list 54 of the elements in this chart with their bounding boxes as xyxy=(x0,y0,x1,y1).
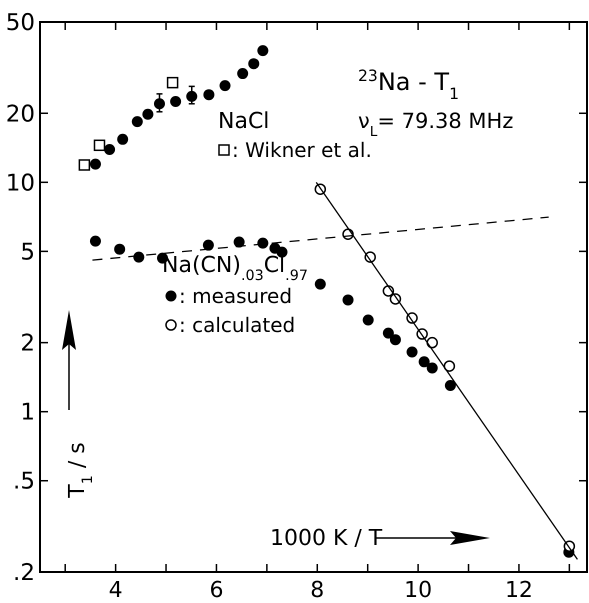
legend-item: : Wikner et al. xyxy=(218,138,372,162)
point xyxy=(90,236,101,247)
point xyxy=(90,158,101,170)
x-axis-title: 1000 K / T xyxy=(270,526,383,551)
y-tick-label: 20 xyxy=(6,101,35,128)
point xyxy=(444,380,456,392)
point xyxy=(382,328,394,339)
point xyxy=(94,140,106,152)
point xyxy=(362,314,374,326)
y-tick-label: .5 xyxy=(13,468,35,495)
annotation: ν$_{L}$= 79.38 MHz xyxy=(358,109,514,140)
point xyxy=(154,98,165,110)
point xyxy=(426,336,438,348)
point xyxy=(133,252,144,263)
point xyxy=(314,278,326,290)
point xyxy=(132,116,143,128)
point xyxy=(202,240,214,251)
legend-item: : measured xyxy=(166,284,292,308)
point xyxy=(390,334,401,346)
point xyxy=(114,244,126,255)
point xyxy=(418,356,430,368)
point xyxy=(170,96,182,108)
point xyxy=(234,236,245,248)
y-tick-label: 1 xyxy=(20,400,35,426)
x-tick-label: 6 xyxy=(209,578,224,603)
point xyxy=(78,159,90,171)
point xyxy=(117,134,128,145)
point xyxy=(257,45,268,56)
y-tick-label: 50 xyxy=(6,10,35,36)
point xyxy=(426,362,438,374)
x-tick-label: 8 xyxy=(310,578,324,603)
legend-item: : calculated xyxy=(165,313,296,337)
point xyxy=(166,76,178,88)
annotation: NaCl xyxy=(218,109,270,134)
y-tick-label: .2 xyxy=(13,560,35,586)
point xyxy=(104,144,116,156)
point xyxy=(142,108,154,120)
x-tick-label: 10 xyxy=(404,578,432,603)
x-tick-label: 12 xyxy=(504,578,533,603)
y-tick-label: 10 xyxy=(6,170,35,196)
point xyxy=(248,58,260,70)
point xyxy=(220,80,231,92)
point xyxy=(237,68,248,80)
point xyxy=(444,360,456,372)
point xyxy=(203,89,214,100)
x-tick-label: 4 xyxy=(108,578,123,603)
point xyxy=(342,294,354,306)
annotation: $^{23}$Na - T$_{1}$ xyxy=(358,67,460,103)
point xyxy=(186,90,198,102)
point xyxy=(406,346,418,358)
annotation: Na(CN)$_{.03}$Cl$_{.97}$ xyxy=(162,253,308,284)
y-tick-label: 2 xyxy=(20,330,35,357)
y-tick-label: 5 xyxy=(20,239,35,266)
point xyxy=(257,238,268,249)
